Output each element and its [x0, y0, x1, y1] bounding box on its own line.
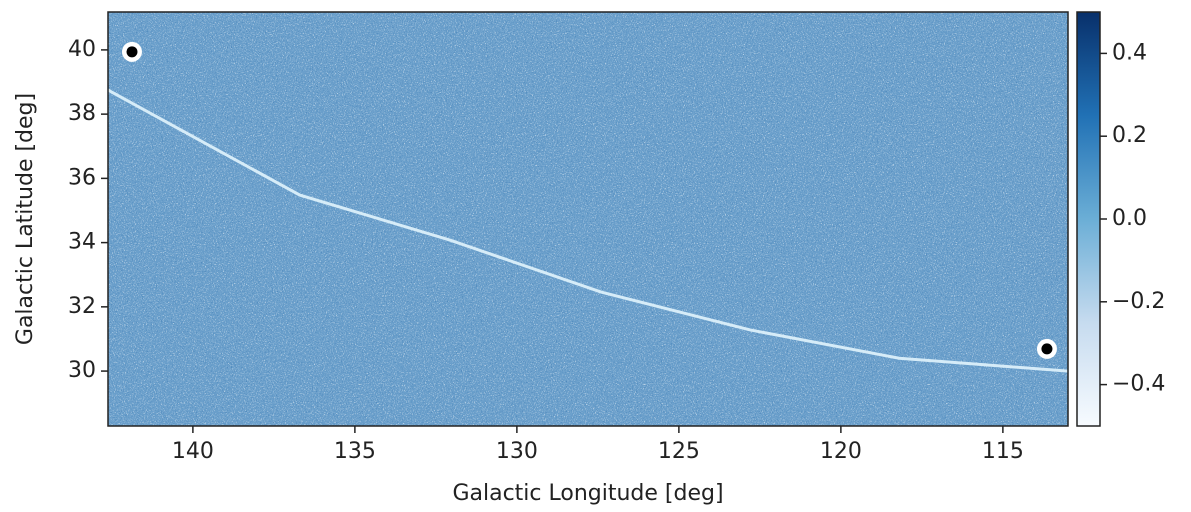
axes-frame: [107, 11, 1069, 427]
point: [126, 46, 138, 58]
map-texture: [108, 12, 1068, 426]
y-tick-label: 30: [68, 358, 96, 383]
x-tick-label: 115: [982, 439, 1024, 464]
x-tick-label: 120: [820, 439, 862, 464]
y-tick-label: 32: [68, 294, 96, 319]
x-tick-label: 140: [172, 439, 214, 464]
colorbar-tick-label: 0.2: [1112, 123, 1147, 148]
x-tick-label: 135: [334, 439, 376, 464]
plot-area: [108, 12, 1068, 426]
colorbar-tick-label: 0.4: [1112, 40, 1147, 65]
y-tick-label: 38: [68, 101, 96, 126]
colorbar-tick-label: −0.2: [1112, 289, 1165, 314]
colorbar: [1076, 11, 1101, 427]
y-tick-label: 34: [68, 230, 96, 255]
x-tick-label: 125: [658, 439, 700, 464]
point: [1041, 343, 1053, 355]
x-axis-label: Galactic Longitude [deg]: [452, 481, 723, 506]
y-tick-label: 36: [68, 165, 96, 190]
y-tick-label: 40: [68, 37, 96, 62]
curve: [108, 88, 1068, 373]
colorbar-tick-label: 0.0: [1112, 206, 1147, 231]
x-tick-label: 130: [496, 439, 538, 464]
y-axis-label: Galactic Latitude [deg]: [13, 93, 38, 345]
colorbar-tick-label: −0.4: [1112, 372, 1165, 397]
